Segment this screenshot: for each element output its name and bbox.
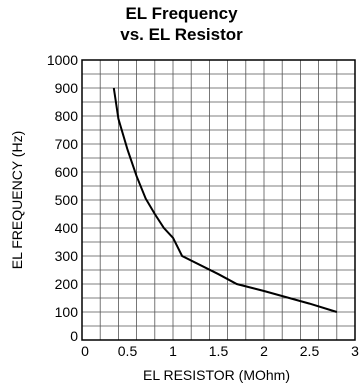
y-tick-label: 200 <box>55 276 79 292</box>
chart-title-line-1: EL Frequency <box>125 4 238 23</box>
grid-lines <box>82 60 355 340</box>
x-tick-label: 0 <box>81 343 89 359</box>
series-line <box>112 87 338 313</box>
x-tick-label: 3 <box>351 343 359 359</box>
y-tick-label: 700 <box>55 136 79 152</box>
y-tick-label: 900 <box>55 80 79 96</box>
y-tick-label: 100 <box>55 304 79 320</box>
y-tick-label: 0 <box>70 328 78 344</box>
chart-title-line-2: vs. EL Resistor <box>120 25 243 44</box>
y-tick-label: 500 <box>55 192 79 208</box>
plot-frame <box>81 59 356 341</box>
y-tick-label: 800 <box>55 108 79 124</box>
y-tick-label: 400 <box>55 220 79 236</box>
y-tick-label: 300 <box>55 248 79 264</box>
y-tick-label: 600 <box>55 164 79 180</box>
y-tick-labels: 0 100 200 300 400 500 600 700 800 900 1000 <box>47 52 78 344</box>
y-tick-label: 1000 <box>47 52 78 68</box>
x-tick-label: 1.5 <box>209 343 229 359</box>
y-axis-label: EL FREQUENCY (Hz) <box>9 131 25 269</box>
x-axis-label: EL RESISTOR (MOhm) <box>143 367 290 383</box>
x-tick-label: 2.5 <box>300 343 320 359</box>
x-tick-label: 1 <box>169 343 177 359</box>
x-tick-labels: 0 0.5 1 1.5 2 2.5 3 <box>81 343 359 359</box>
x-tick-label: 0.5 <box>118 343 138 359</box>
x-tick-label: 2 <box>260 343 268 359</box>
